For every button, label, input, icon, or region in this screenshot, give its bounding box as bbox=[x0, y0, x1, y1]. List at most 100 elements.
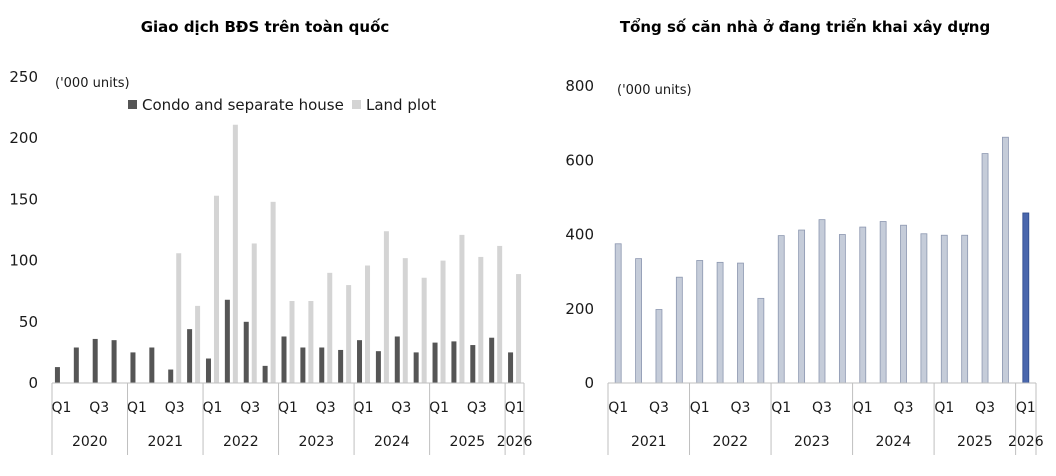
bar-condo bbox=[262, 365, 268, 383]
right-year-label: 2021 bbox=[631, 434, 667, 450]
left-x-axis: Q1 Q3 Q1 Q3 Q1 Q3 Q1 Q3 Q1 Q3 Q1 Q3 Q1 2020 2021 2022 20… bbox=[51, 382, 533, 455]
bar-condo bbox=[357, 340, 363, 383]
bar-condo bbox=[338, 349, 344, 383]
right-y-axis: 0 200 400 600 800 bbox=[565, 77, 594, 392]
bar-condo bbox=[130, 352, 136, 383]
bar-condo bbox=[73, 347, 79, 383]
bar-condo bbox=[168, 369, 174, 383]
right-quarter-label: Q3 bbox=[894, 400, 914, 416]
bar-land-plot bbox=[213, 195, 219, 383]
right-year-label: 2024 bbox=[876, 434, 912, 450]
bar-housing bbox=[757, 297, 765, 384]
bar-condo bbox=[375, 351, 381, 383]
bar-land-plot bbox=[365, 265, 371, 383]
right-y-tick-label: 0 bbox=[584, 374, 594, 392]
bar-condo bbox=[508, 352, 514, 383]
right-quarter-label: Q1 bbox=[608, 400, 628, 416]
legend-swatch-condo bbox=[128, 100, 137, 109]
bar-land-plot bbox=[459, 234, 465, 383]
right-y-tick-label: 600 bbox=[565, 151, 594, 169]
bar-land-plot bbox=[270, 201, 276, 383]
bar-land-plot bbox=[440, 260, 446, 383]
right-y-tick-label: 200 bbox=[565, 300, 594, 318]
bar-land-plot bbox=[251, 243, 257, 383]
right-quarter-label: Q3 bbox=[975, 400, 995, 416]
bar-condo bbox=[281, 336, 287, 383]
right-quarter-label: Q3 bbox=[731, 400, 751, 416]
bar-housing bbox=[818, 219, 826, 384]
bar-condo bbox=[243, 321, 249, 383]
bar-condo bbox=[54, 367, 60, 383]
left-year-label: 2024 bbox=[374, 434, 410, 450]
left-year-label: 2025 bbox=[450, 434, 486, 450]
right-year-label: 2023 bbox=[794, 434, 830, 450]
left-quarter-label: Q1 bbox=[127, 400, 147, 416]
left-quarter-label: Q1 bbox=[51, 400, 71, 416]
bar-housing-latest bbox=[1022, 212, 1030, 384]
right-quarter-label: Q1 bbox=[1016, 400, 1036, 416]
left-quarter-label: Q3 bbox=[240, 400, 260, 416]
bar-land-plot bbox=[308, 300, 314, 383]
left-quarter-label: Q1 bbox=[354, 400, 374, 416]
bar-condo bbox=[111, 340, 117, 383]
left-year-label: 2022 bbox=[223, 434, 259, 450]
bar-housing bbox=[614, 243, 622, 384]
right-quarter-label: Q3 bbox=[649, 400, 669, 416]
bar-condo bbox=[224, 299, 230, 383]
left-quarter-label: Q3 bbox=[467, 400, 487, 416]
right-quarter-label: Q1 bbox=[690, 400, 710, 416]
bar-land-plot bbox=[176, 253, 182, 383]
right-year-label: 2022 bbox=[712, 434, 748, 450]
bar-land-plot bbox=[497, 245, 503, 383]
bar-condo bbox=[187, 329, 193, 383]
bar-land-plot bbox=[478, 256, 484, 383]
bar-housing bbox=[675, 276, 683, 384]
right-bars bbox=[614, 136, 1030, 384]
left-quarter-label: Q3 bbox=[165, 400, 185, 416]
left-y-axis: 0 50 100 150 200 250 bbox=[9, 68, 38, 392]
bar-housing bbox=[777, 235, 785, 384]
left-year-label: 2023 bbox=[298, 434, 334, 450]
bar-land-plot bbox=[402, 258, 408, 383]
bar-condo bbox=[319, 347, 325, 383]
bar-housing bbox=[635, 258, 642, 384]
left-chart-unit-label: ('000 units) bbox=[55, 76, 130, 91]
left-quarter-label: Q3 bbox=[391, 400, 411, 416]
bar-housing bbox=[859, 226, 867, 384]
bar-condo bbox=[300, 347, 306, 383]
bar-housing bbox=[940, 234, 948, 384]
bar-land-plot bbox=[516, 274, 522, 383]
right-chart-unit-label: ('000 units) bbox=[617, 83, 692, 98]
left-chart-transactions: Giao dịch BĐS trên toàn quốc ('000 units… bbox=[9, 17, 532, 455]
left-y-tick-label: 50 bbox=[19, 313, 38, 331]
bar-condo bbox=[470, 345, 476, 383]
left-chart-legend: Condo and separate house Land plot bbox=[128, 96, 436, 114]
bar-housing bbox=[981, 153, 989, 384]
bar-housing bbox=[798, 229, 806, 384]
bar-housing bbox=[879, 221, 887, 384]
left-y-tick-label: 200 bbox=[9, 129, 38, 147]
bar-housing bbox=[838, 234, 846, 384]
left-bars bbox=[54, 124, 522, 384]
left-quarter-label: Q3 bbox=[316, 400, 336, 416]
left-year-label: 2026 bbox=[497, 434, 533, 450]
bar-land-plot bbox=[327, 272, 333, 383]
bar-land-plot bbox=[195, 305, 201, 383]
left-year-label: 2021 bbox=[147, 434, 183, 450]
bar-land-plot bbox=[232, 124, 238, 384]
right-chart-housing-under-construction: Tổng số căn nhà ở đang triển khai xây dự… bbox=[565, 17, 1044, 455]
bar-land-plot bbox=[421, 277, 427, 383]
right-quarter-label: Q1 bbox=[934, 400, 954, 416]
bar-condo bbox=[451, 341, 457, 383]
left-y-tick-label: 250 bbox=[9, 68, 38, 86]
right-year-label: 2025 bbox=[957, 434, 993, 450]
left-chart-title: Giao dịch BĐS trên toàn quốc bbox=[141, 17, 390, 36]
bar-housing bbox=[1002, 136, 1009, 384]
bar-housing bbox=[961, 234, 969, 384]
right-chart-title: Tổng số căn nhà ở đang triển khai xây dự… bbox=[620, 17, 990, 36]
left-quarter-label: Q1 bbox=[278, 400, 298, 416]
bar-housing bbox=[920, 233, 928, 384]
left-quarter-label: Q1 bbox=[429, 400, 449, 416]
legend-label-land-plot: Land plot bbox=[366, 96, 436, 114]
